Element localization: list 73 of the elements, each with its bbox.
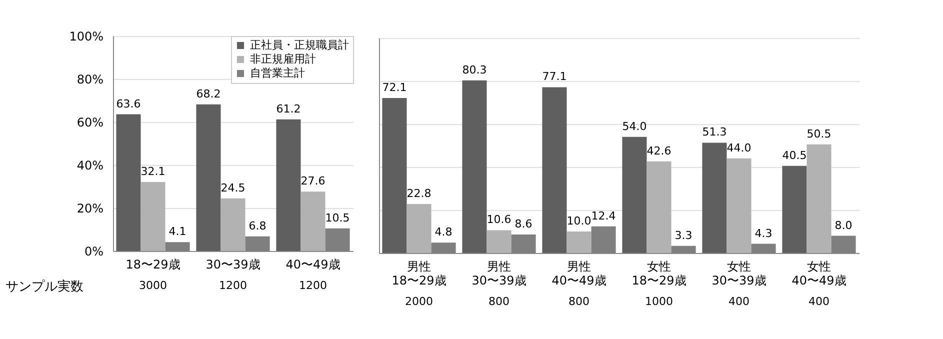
bar [726, 158, 752, 253]
data-label: 80.3 [462, 63, 487, 76]
text: 32.1 [140, 164, 166, 178]
data-label: 12.4 [591, 209, 616, 222]
y-tick-label: 40% [76, 158, 104, 172]
legend-label: 自営業主計 [250, 66, 305, 80]
bar [196, 104, 221, 251]
text: 800 [488, 295, 510, 308]
data-label: 40.5 [782, 148, 807, 162]
text: 1200 [219, 279, 247, 292]
x-tick-label: 女性 40〜49歳 [792, 260, 846, 288]
text: 6.8 [248, 219, 266, 232]
data-label: 10.0 [566, 214, 592, 228]
data-label: 4.8 [434, 226, 452, 239]
data-label: 54.0 [622, 120, 647, 133]
bar [462, 80, 487, 253]
bar [276, 119, 301, 251]
x-tick-label: 40〜49歳 [286, 258, 340, 272]
text: 61.2 [276, 102, 301, 116]
text: 400 [808, 295, 830, 308]
x-tick-label: 女性 30〜39歳 [712, 260, 766, 288]
text: 1200 [299, 279, 327, 292]
data-label: 50.5 [806, 127, 832, 140]
bar [486, 230, 512, 253]
y-tick-label: 20% [76, 202, 104, 216]
bar [116, 114, 141, 251]
data-label: 77.1 [542, 70, 567, 84]
text: 27.6 [300, 174, 326, 188]
y-tick-label: 60% [76, 116, 104, 130]
text: 800 [568, 295, 590, 308]
legend-label: 正社員・正規職員計 [250, 38, 349, 52]
bar [406, 204, 432, 253]
bar [646, 161, 672, 253]
bar [382, 98, 407, 253]
bar [566, 232, 592, 253]
x-tick-label: 男性 30〜39歳 [472, 260, 526, 288]
legend-label: 非正規雇用計 [250, 52, 316, 66]
bar [140, 182, 166, 251]
text: 10.5 [325, 211, 350, 224]
text: 63.6 [116, 97, 141, 110]
y-tick-label: 100% [69, 30, 104, 44]
data-label: 8.0 [834, 218, 852, 232]
x-tick-label: 男性 40〜49歳 [552, 260, 606, 288]
text: 1000 [645, 295, 673, 308]
bar [300, 192, 326, 251]
x-tick-label: 18〜29歳 [126, 258, 180, 272]
data-label: 8.6 [514, 218, 532, 231]
data-label: 3.3 [674, 228, 692, 242]
bar [542, 87, 567, 253]
text: 4.1 [168, 225, 186, 238]
x-tick-label: 30〜39歳 [206, 258, 260, 272]
bar [782, 166, 807, 253]
text: 2000 [405, 295, 433, 308]
data-label: 10.6 [486, 213, 512, 226]
data-label: 72.1 [382, 80, 407, 94]
data-label: 44.0 [726, 141, 752, 154]
text: 24.5 [220, 181, 246, 194]
text: 400 [728, 295, 750, 308]
data-label: 22.8 [406, 186, 432, 200]
x-tick-label: 女性 18〜29歳 [632, 260, 686, 288]
data-label: 42.6 [646, 144, 672, 158]
text: 3000 [139, 279, 167, 292]
x-tick-label: 男性 18〜29歳 [392, 260, 446, 288]
bar [806, 144, 832, 253]
bar [622, 136, 647, 253]
text: サンプル実数 [6, 278, 84, 294]
bar [702, 142, 727, 253]
bar [220, 198, 246, 251]
data-label: 51.3 [702, 126, 727, 139]
y-tick-label: 0% [84, 244, 104, 258]
data-label: 4.3 [754, 226, 772, 240]
text: 68.2 [196, 87, 221, 100]
y-tick-label: 80% [76, 72, 104, 86]
